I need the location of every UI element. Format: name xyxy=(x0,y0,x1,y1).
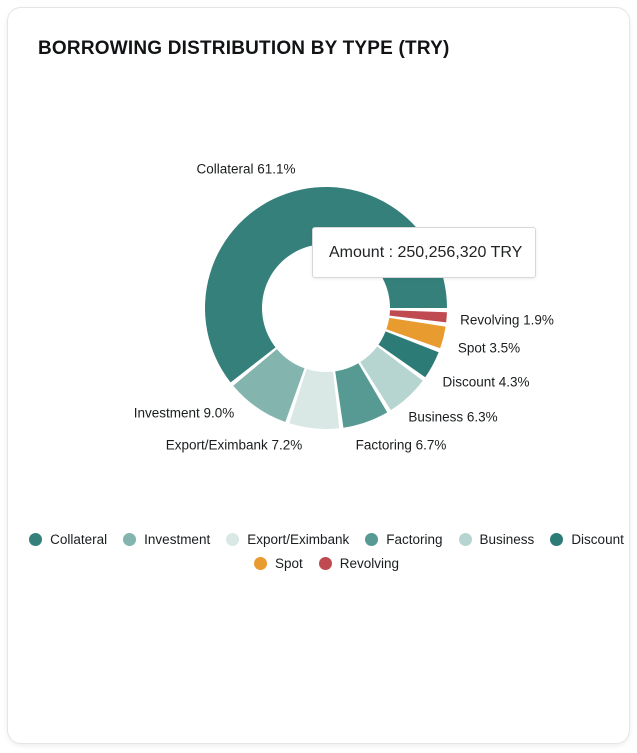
legend-dot-collateral xyxy=(29,533,43,546)
legend-row-1: Collateral Investment Export/Eximbank Facto… xyxy=(29,532,624,547)
legend-dot-revolving xyxy=(318,557,332,570)
legend-item-spot[interactable]: Spot xyxy=(253,556,303,571)
chart-tooltip-text: Amount : 250,256,320 TRY xyxy=(329,243,523,261)
legend-dot-factoring xyxy=(365,533,379,546)
pie-segment-spot[interactable] xyxy=(386,317,446,349)
legend-item-export-eximbank[interactable]: Export/Eximbank xyxy=(226,532,349,547)
borrowing-distribution-card: BORROWING DISTRIBUTION BY TYPE (TRY) Col… xyxy=(7,7,630,744)
legend-label-business: Business xyxy=(479,532,535,547)
donut-chart-svg xyxy=(204,186,447,429)
slice-label-spot: Spot 3.5% xyxy=(457,340,521,356)
legend-dot-business xyxy=(458,533,472,546)
legend-label-investment: Investment xyxy=(144,532,211,547)
pie-segment-export-eximbank[interactable] xyxy=(289,368,340,429)
legend-dot-discount xyxy=(550,533,564,546)
legend-item-discount[interactable]: Discount xyxy=(550,532,624,547)
pie-segment-investment[interactable] xyxy=(233,349,305,422)
legend-label-discount: Discount xyxy=(571,532,624,547)
legend-label-export-eximbank: Export/Eximbank xyxy=(247,532,350,547)
legend-item-business[interactable]: Business xyxy=(458,532,535,547)
slice-label-export-eximbank: Export/Eximbank 7.2% xyxy=(165,437,303,453)
slice-label-business: Business 6.3% xyxy=(408,409,498,425)
legend-item-factoring[interactable]: Factoring xyxy=(365,532,443,547)
slice-label-factoring: Factoring 6.7% xyxy=(355,437,447,453)
chart-legend: Collateral Investment Export/Eximbank Facto… xyxy=(8,532,637,571)
slice-label-discount: Discount 4.3% xyxy=(442,374,530,390)
slice-label-investment: Investment 9.0% xyxy=(133,405,235,421)
legend-row-2: Spot Revolving xyxy=(253,556,400,571)
legend-item-investment[interactable]: Investment xyxy=(123,532,210,547)
legend-label-factoring: Factoring xyxy=(386,532,443,547)
legend-item-revolving[interactable]: Revolving xyxy=(318,556,400,571)
page-title: BORROWING DISTRIBUTION BY TYPE (TRY) xyxy=(38,38,450,59)
pie-segment-factoring[interactable] xyxy=(335,363,388,428)
legend-dot-spot xyxy=(253,557,267,570)
slice-label-revolving: Revolving 1.9% xyxy=(460,312,554,328)
pie-segment-discount[interactable] xyxy=(378,331,439,378)
legend-dot-export-eximbank xyxy=(226,533,240,546)
donut-chart: Collateral 61.1% Investment 9.0% Export/Ex… xyxy=(8,8,637,753)
legend-dot-investment xyxy=(123,533,137,546)
legend-label-revolving: Revolving xyxy=(339,556,400,571)
legend-label-collateral: Collateral xyxy=(50,532,108,547)
pie-segment-revolving[interactable] xyxy=(389,310,447,323)
pie-segment-business[interactable] xyxy=(360,346,423,411)
chart-tooltip: Amount : 250,256,320 TRY xyxy=(312,227,536,278)
slice-label-collateral: Collateral 61.1% xyxy=(196,161,296,177)
legend-label-spot: Spot xyxy=(274,556,303,571)
legend-item-collateral[interactable]: Collateral xyxy=(29,532,107,547)
